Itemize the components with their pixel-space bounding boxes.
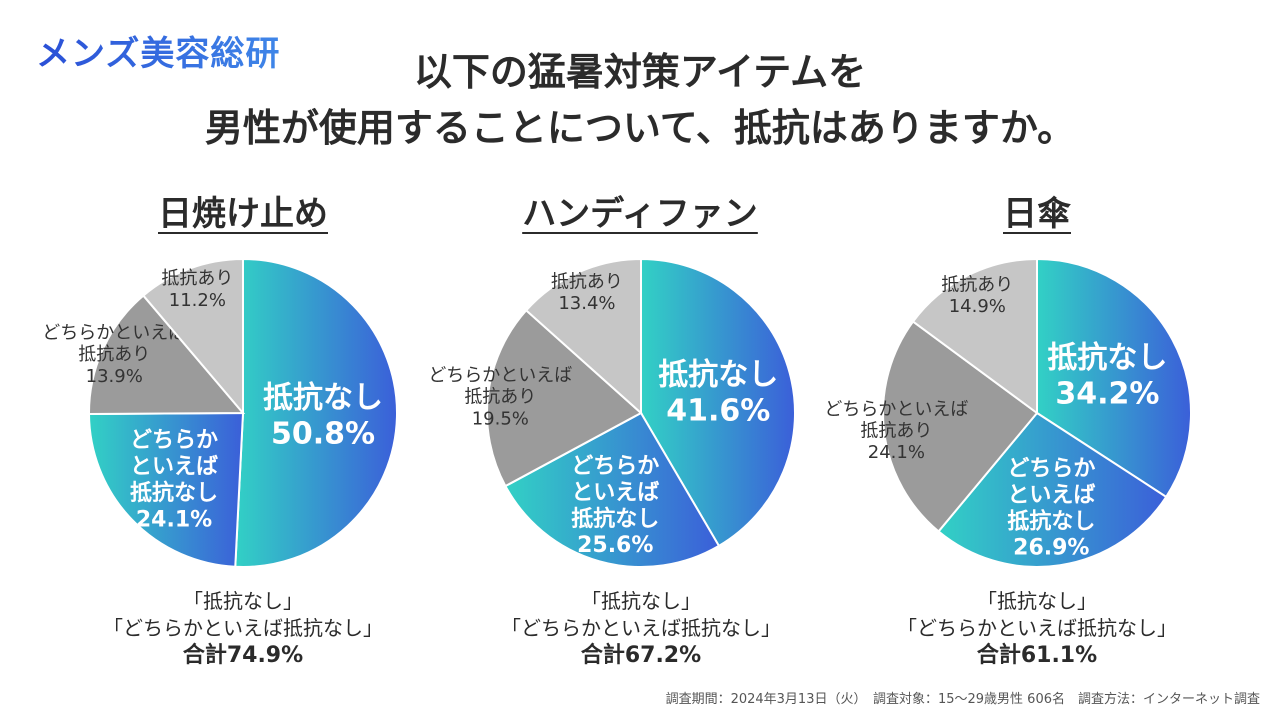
page-title-line2: 男性が使用することについて、抵抗はありますか。 <box>204 106 1076 150</box>
chart-title-sunscreen: 日焼け止め <box>158 194 328 234</box>
label-resistance: 抵抗あり 14.9% <box>941 274 1013 317</box>
label-resistance: 抵抗あり 13.4% <box>551 272 623 315</box>
total-note-handy-fan: 「抵抗なし」 「どちらかといえば抵抗なし」 合計67.2% <box>491 588 791 669</box>
label-somewhat-resistance: どちらかといえば抵抗あり 19.5% <box>428 365 572 429</box>
label-no-resistance: 抵抗なし 41.6% <box>658 358 778 429</box>
slice-somewhat-no-resistance <box>504 411 721 568</box>
label-somewhat-no-resistance: どちらかといえば抵抗なし 26.9% <box>1007 456 1095 560</box>
brand-logo: メンズ美容総研 <box>36 26 280 75</box>
slice-somewhat-resistance <box>486 308 643 488</box>
total-value: 合計67.2% <box>580 643 702 668</box>
note-line-somewhat-no-resistance: 「どちらかといえば抵抗なし」 <box>501 616 781 640</box>
note-line-no-resistance: 「抵抗なし」 <box>183 589 303 613</box>
slice-somewhat-no-resistance <box>937 411 1168 568</box>
chart-title-parasol: 日傘 <box>1003 194 1071 234</box>
survey-footer: 調査期間：2024年3月13日（火） 調査対象：15〜29歳男性 606名 調査… <box>665 692 1260 707</box>
label-resistance: 抵抗あり 11.2% <box>161 268 233 311</box>
note-line-no-resistance: 「抵抗なし」 <box>581 589 701 613</box>
note-line-somewhat-no-resistance: 「どちらかといえば抵抗なし」 <box>103 616 383 640</box>
label-somewhat-no-resistance: どちらかといえば抵抗なし 25.6% <box>571 454 659 558</box>
page-title-line1: 以下の猛暑対策アイテムを <box>413 50 867 94</box>
total-value: 合計61.1% <box>976 643 1098 668</box>
slice-somewhat-resistance <box>88 294 246 415</box>
total-note-parasol: 「抵抗なし」 「どちらかといえば抵抗なし」 合計61.1% <box>887 588 1187 669</box>
slice-no-resistance <box>640 257 796 548</box>
slice-resistance <box>911 257 1038 415</box>
label-somewhat-resistance: どちらかといえば抵抗あり 24.1% <box>824 399 968 463</box>
label-somewhat-resistance: どちらかといえば抵抗あり 13.9% <box>42 323 186 387</box>
slice-somewhat-resistance <box>882 320 1039 533</box>
slice-somewhat-no-resistance <box>87 411 245 568</box>
pie-chart-parasol: 抵抗なし 34.2% どちらかといえば抵抗なし 26.9% どちらかといえば抵抗あり 24… <box>824 257 1192 568</box>
note-line-no-resistance: 「抵抗なし」 <box>977 589 1097 613</box>
slice-resistance <box>141 257 244 416</box>
label-no-resistance: 抵抗なし 50.8% <box>263 381 383 452</box>
slice-resistance <box>524 257 642 416</box>
chart-title-handy-fan: ハンディファン <box>522 194 758 234</box>
label-somewhat-no-resistance: どちらかといえば抵抗なし 24.1% <box>130 428 218 532</box>
label-no-resistance: 抵抗なし 34.2% <box>1047 340 1167 411</box>
pie-chart-handy-fan: 抵抗なし 41.6% どちらかといえば抵抗なし 25.6% どちらかといえば抵抗あり 19… <box>428 257 796 568</box>
total-value: 合計74.9% <box>182 643 304 668</box>
pie-chart-sunscreen: 抵抗なし 50.8% どちらかといえば抵抗なし 24.1% どちらかといえば抵抗あり 13… <box>42 257 398 568</box>
slice-no-resistance <box>234 257 398 568</box>
total-note-sunscreen: 「抵抗なし」 「どちらかといえば抵抗なし」 合計74.9% <box>93 588 393 669</box>
note-line-somewhat-no-resistance: 「どちらかといえば抵抗なし」 <box>897 616 1177 640</box>
